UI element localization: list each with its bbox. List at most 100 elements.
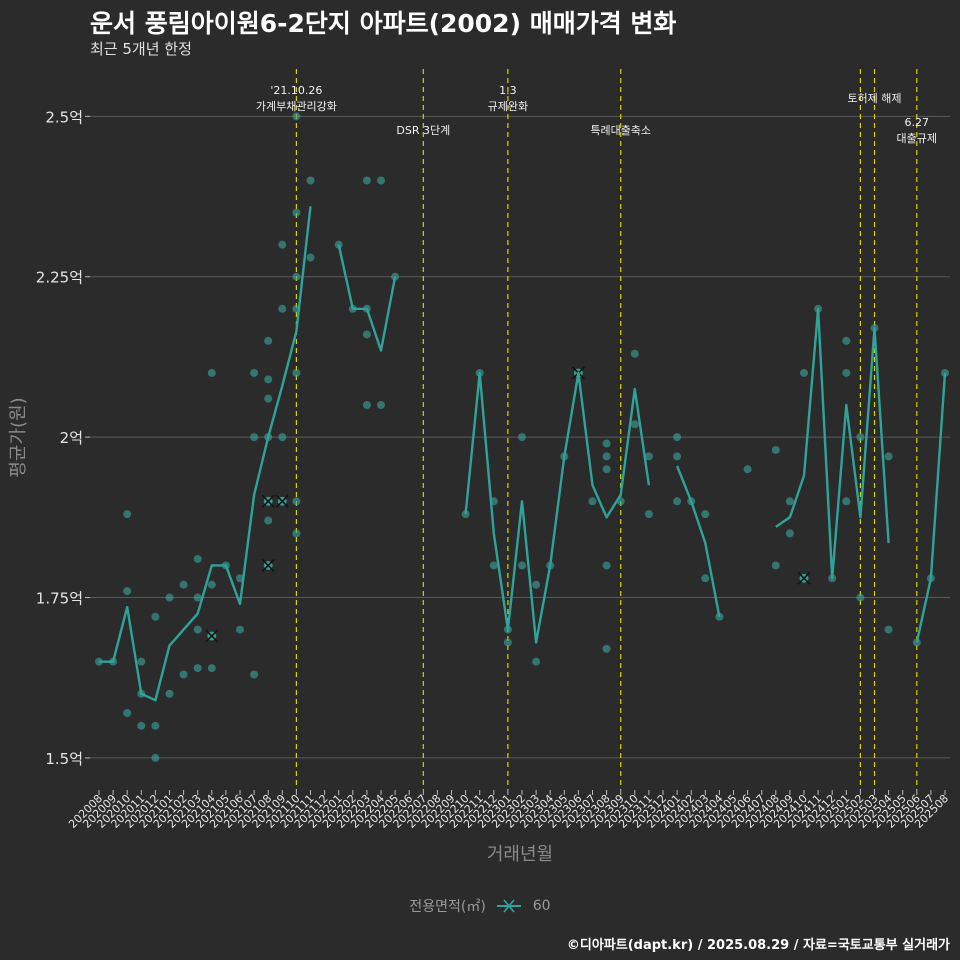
y-tick-label: 2.25억 bbox=[36, 269, 83, 287]
event-label: 토허제 해제 bbox=[847, 91, 901, 105]
data-point bbox=[362, 401, 371, 410]
data-point bbox=[602, 439, 611, 448]
event-label: 1.3 bbox=[499, 84, 517, 97]
y-tick-label: 2.5억 bbox=[45, 108, 83, 126]
event-label: 가계부채관리강화 bbox=[256, 100, 337, 113]
footer-credit: ©디아파트(dapt.kr) / 2025.08.29 / 자료=국토교통부 실… bbox=[566, 938, 950, 953]
legend-title: 전용면적(㎡) bbox=[409, 899, 486, 915]
data-point bbox=[842, 336, 851, 345]
data-point bbox=[306, 176, 315, 185]
data-point bbox=[264, 394, 273, 403]
data-point bbox=[743, 465, 752, 474]
cancelled-mark bbox=[261, 494, 275, 508]
y-tick-label: 1.75억 bbox=[36, 590, 83, 608]
data-point bbox=[151, 612, 160, 621]
data-point bbox=[771, 561, 780, 570]
chart-title: 운서 풍림아이원6-2단지 아파트(2002) 매매가격 변화 bbox=[90, 9, 677, 38]
data-point bbox=[503, 638, 512, 647]
data-point bbox=[673, 497, 682, 506]
data-point bbox=[250, 368, 259, 377]
data-point bbox=[518, 561, 526, 570]
data-point bbox=[151, 753, 160, 762]
legend: 전용면적(㎡) 60 bbox=[0, 896, 960, 916]
data-point bbox=[165, 689, 174, 698]
data-point bbox=[941, 368, 949, 377]
data-point bbox=[278, 304, 287, 313]
data-point bbox=[856, 433, 865, 442]
event-label: 특례대출축소 bbox=[590, 124, 651, 137]
series-line-60 bbox=[464, 371, 651, 644]
data-point bbox=[123, 709, 132, 718]
series-line-60 bbox=[775, 307, 890, 580]
data-point bbox=[207, 580, 216, 589]
data-point bbox=[532, 657, 541, 666]
data-point bbox=[292, 529, 301, 538]
data-point bbox=[785, 529, 794, 538]
cancelled-mark bbox=[797, 571, 811, 585]
series-line-60 bbox=[675, 465, 721, 618]
y-tick-label: 1.5억 bbox=[45, 750, 83, 768]
data-point bbox=[701, 510, 710, 519]
data-point bbox=[250, 670, 259, 679]
data-point bbox=[292, 208, 301, 217]
event-label: '21.10.26 bbox=[270, 84, 322, 97]
data-point bbox=[250, 433, 259, 442]
legend-item-60: 60 bbox=[532, 898, 551, 914]
data-point bbox=[842, 368, 851, 377]
data-point bbox=[362, 330, 371, 339]
data-point bbox=[602, 561, 611, 570]
data-point bbox=[362, 176, 371, 185]
event-label: DSR 3단계 bbox=[396, 124, 450, 137]
data-point bbox=[644, 452, 653, 461]
data-point bbox=[630, 420, 639, 429]
data-point bbox=[377, 401, 385, 410]
data-point bbox=[236, 625, 244, 634]
data-point bbox=[800, 368, 808, 377]
data-point bbox=[856, 593, 865, 602]
data-point bbox=[193, 625, 202, 634]
data-point bbox=[137, 721, 146, 730]
data-point bbox=[278, 240, 287, 249]
data-point bbox=[264, 516, 273, 525]
data-point bbox=[264, 375, 273, 384]
cancelled-mark bbox=[261, 558, 275, 572]
cancelled-mark bbox=[205, 629, 219, 643]
data-point bbox=[673, 433, 682, 442]
data-point bbox=[292, 112, 301, 121]
chart-subtitle: 최근 5개년 한정 bbox=[90, 40, 192, 58]
data-point bbox=[123, 587, 132, 596]
data-point bbox=[193, 555, 202, 564]
data-point bbox=[489, 561, 498, 570]
data-point bbox=[771, 445, 780, 454]
data-point bbox=[292, 497, 301, 506]
series-line-60 bbox=[337, 244, 397, 352]
data-point bbox=[193, 593, 202, 602]
data-point bbox=[673, 452, 682, 461]
data-point bbox=[630, 349, 639, 358]
data-point bbox=[842, 497, 851, 506]
data-point bbox=[701, 574, 710, 583]
data-point bbox=[532, 580, 541, 589]
data-point bbox=[165, 593, 174, 602]
legend-key-icon bbox=[497, 899, 522, 913]
data-point bbox=[292, 272, 301, 281]
data-point bbox=[137, 657, 146, 666]
data-point bbox=[644, 510, 653, 519]
data-point bbox=[377, 176, 385, 185]
data-point bbox=[588, 497, 597, 506]
data-point bbox=[884, 452, 893, 461]
data-point bbox=[602, 452, 611, 461]
data-point bbox=[151, 721, 160, 730]
y-tick-label: 2억 bbox=[60, 429, 83, 447]
data-point bbox=[884, 625, 893, 634]
data-point bbox=[123, 510, 132, 519]
data-point bbox=[292, 368, 301, 377]
event-label: 6.27 bbox=[905, 116, 930, 129]
data-point bbox=[518, 433, 526, 442]
series-line-60 bbox=[915, 372, 947, 643]
data-point bbox=[461, 510, 470, 519]
event-label: 규제완화 bbox=[488, 100, 528, 113]
event-label: 대출규제 bbox=[897, 132, 937, 145]
data-point bbox=[207, 664, 216, 673]
